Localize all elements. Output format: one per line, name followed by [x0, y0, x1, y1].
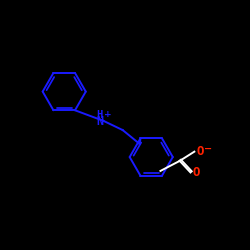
Text: −: − — [204, 144, 212, 154]
Text: H: H — [96, 110, 103, 120]
Text: O: O — [197, 145, 204, 158]
Text: +: + — [104, 110, 111, 119]
Text: O: O — [193, 166, 200, 179]
Text: N: N — [97, 115, 104, 128]
